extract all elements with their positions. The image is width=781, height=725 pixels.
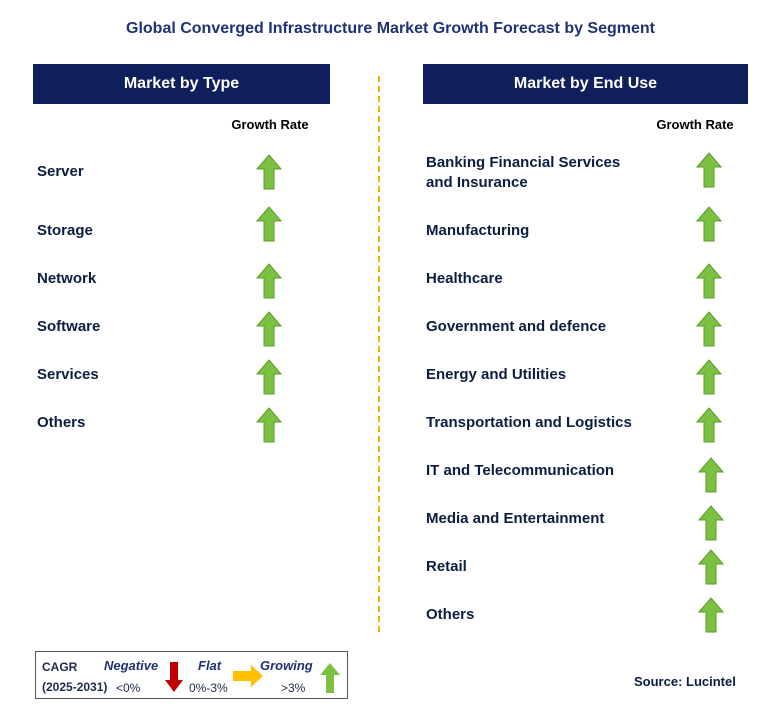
end-use-item-others: Others <box>426 606 475 623</box>
growing-arrow-icon <box>696 152 722 188</box>
legend-negative-range: <0% <box>116 681 141 695</box>
market-by-end-use-header-label: Market by End Use <box>513 75 658 92</box>
legend-flat-range: 0%-3% <box>189 681 228 695</box>
page-title: Global Converged Infrastructure Market G… <box>126 20 655 37</box>
legend-cagr-label: CAGR <box>42 660 78 674</box>
growing-arrow-icon <box>256 206 282 242</box>
growing-arrow-icon <box>698 457 724 493</box>
growing-arrow-icon <box>698 597 724 633</box>
growing-arrow-icon <box>256 311 282 347</box>
legend-negative-label: Negative <box>104 658 159 673</box>
growing-arrow-icon <box>256 154 282 190</box>
growing-arrow-icon <box>256 359 282 395</box>
flat-arrow-icon <box>233 665 263 687</box>
type-item-software: Software <box>37 318 101 335</box>
growing-arrow-icon <box>698 505 724 541</box>
type-item-network: Network <box>37 270 97 287</box>
cagr-legend: CAGR (2025-2031) Negative <0% Flat 0%-3%… <box>35 651 348 699</box>
right-growth-rate-label: Growth Rate <box>656 117 734 132</box>
end-use-item-transportation: Transportation and Logistics <box>426 414 632 431</box>
legend-growing-label: Growing <box>260 658 313 673</box>
growing-arrow-icon <box>320 663 340 693</box>
end-use-item-it-telecom: IT and Telecommunication <box>426 462 615 479</box>
end-use-item-healthcare: Healthcare <box>426 270 503 287</box>
growing-arrow-icon <box>696 206 722 242</box>
growing-arrow-icon <box>256 407 282 443</box>
growing-arrow-icon <box>696 407 722 443</box>
end-use-item-bfsi: Banking Financial Services and Insurance <box>426 154 621 191</box>
growing-arrow-icon <box>696 263 722 299</box>
legend-flat-label: Flat <box>198 658 222 673</box>
source-note: Source: Lucintel <box>634 674 736 689</box>
growing-arrow-icon <box>256 263 282 299</box>
type-item-server: Server <box>37 163 84 180</box>
end-use-item-energy: Energy and Utilities <box>426 366 567 383</box>
market-by-type-header: Market by Type <box>33 64 330 104</box>
negative-arrow-icon <box>165 662 183 692</box>
legend-growing-range: >3% <box>281 681 306 695</box>
end-use-item-media: Media and Entertainment <box>426 510 605 527</box>
legend-period: (2025-2031) <box>42 680 108 694</box>
market-by-type-header-label: Market by Type <box>123 75 240 92</box>
growing-arrow-icon <box>698 549 724 585</box>
left-growth-rate-label: Growth Rate <box>231 117 309 132</box>
growing-arrow-icon <box>696 311 722 347</box>
end-use-item-manufacturing: Manufacturing <box>426 222 530 239</box>
growing-arrow-icon <box>696 359 722 395</box>
column-divider <box>378 76 380 632</box>
end-use-item-retail: Retail <box>426 558 467 575</box>
market-by-end-use-header: Market by End Use <box>423 64 748 104</box>
type-item-services: Services <box>37 366 99 383</box>
type-item-storage: Storage <box>37 222 93 239</box>
type-item-others: Others <box>37 414 86 431</box>
end-use-item-government: Government and defence <box>426 318 607 335</box>
